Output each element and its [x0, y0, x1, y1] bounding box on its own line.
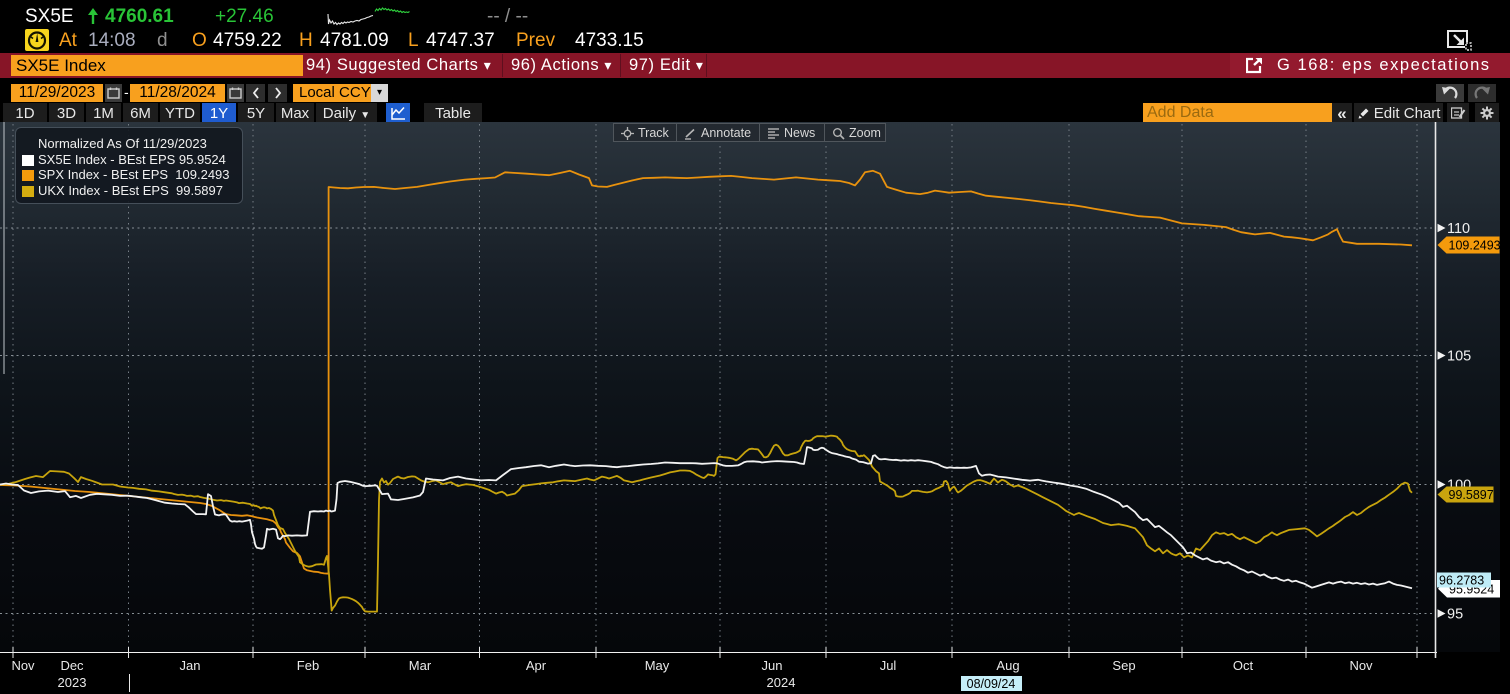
svg-text:Sep: Sep: [1112, 658, 1135, 673]
svg-text:Oct: Oct: [1233, 658, 1254, 673]
svg-text:Feb: Feb: [297, 658, 319, 673]
svg-text:95: 95: [1447, 607, 1463, 623]
svg-text:Apr: Apr: [526, 658, 547, 673]
svg-text:Nov: Nov: [11, 658, 35, 673]
svg-text:Jul: Jul: [880, 658, 897, 673]
svg-text:Aug: Aug: [996, 658, 1019, 673]
svg-text:110: 110: [1447, 221, 1470, 237]
svg-text:Jun: Jun: [762, 658, 783, 673]
svg-text:Mar: Mar: [409, 658, 432, 673]
svg-text:105: 105: [1447, 349, 1471, 365]
svg-text:109.2493: 109.2493: [1449, 239, 1501, 253]
svg-text:Nov: Nov: [1349, 658, 1373, 673]
svg-text:2024: 2024: [767, 675, 796, 690]
svg-text:May: May: [645, 658, 670, 673]
svg-text:96.2783: 96.2783: [1439, 574, 1484, 588]
svg-text:2023: 2023: [58, 675, 87, 690]
svg-text:Jan: Jan: [180, 658, 201, 673]
svg-text:99.5897: 99.5897: [1449, 488, 1494, 502]
svg-text:08/09/24: 08/09/24: [967, 677, 1016, 691]
svg-text:Dec: Dec: [60, 658, 84, 673]
